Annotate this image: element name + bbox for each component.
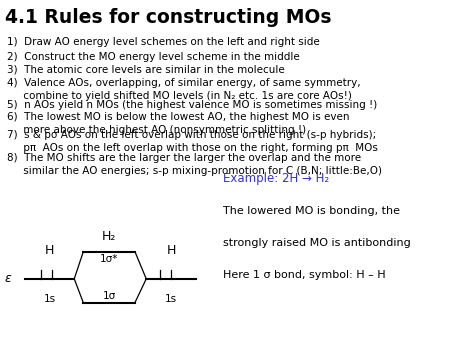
Text: 3)  The atomic core levels are similar in the molecule: 3) The atomic core levels are similar in… [7,65,284,75]
Text: 6)  The lowest MO is below the lowest AO, the highest MO is even
     more above: 6) The lowest MO is below the lowest AO,… [7,112,349,136]
Text: H: H [45,244,54,257]
Text: H: H [166,244,176,257]
Text: 1s: 1s [44,294,55,304]
Text: 1)  Draw AO energy level schemes on the left and right side: 1) Draw AO energy level schemes on the l… [7,37,320,47]
Text: H₂: H₂ [102,231,116,243]
Text: 1s: 1s [165,294,177,304]
Text: 4)  Valence AOs, overlapping, of similar energy, of same symmetry,
     combine : 4) Valence AOs, overlapping, of similar … [7,78,360,101]
Text: 5)  n AOs yield n MOs (the highest valence MO is sometimes missing !): 5) n AOs yield n MOs (the highest valenc… [7,100,377,110]
Text: 7)  s & pσ AOs on the left overlap with those on the right (s-p hybrids);
     p: 7) s & pσ AOs on the left overlap with t… [7,130,378,153]
Text: Here 1 σ bond, symbol: H – H: Here 1 σ bond, symbol: H – H [223,270,385,281]
Text: 1σ: 1σ [103,291,116,301]
Text: strongly raised MO is antibonding: strongly raised MO is antibonding [223,238,410,248]
Text: 1σ*: 1σ* [100,254,118,264]
Text: Example: 2H → H₂: Example: 2H → H₂ [223,172,329,185]
Text: 2)  Construct the MO energy level scheme in the middle: 2) Construct the MO energy level scheme … [7,52,300,63]
Text: 8)  The MO shifts are the larger the larger the overlap and the more
     simila: 8) The MO shifts are the larger the larg… [7,153,382,176]
Text: 4.1 Rules for constructing MOs: 4.1 Rules for constructing MOs [5,8,332,27]
Text: The lowered MO is bonding, the: The lowered MO is bonding, the [223,206,400,216]
Text: ε: ε [4,272,11,285]
